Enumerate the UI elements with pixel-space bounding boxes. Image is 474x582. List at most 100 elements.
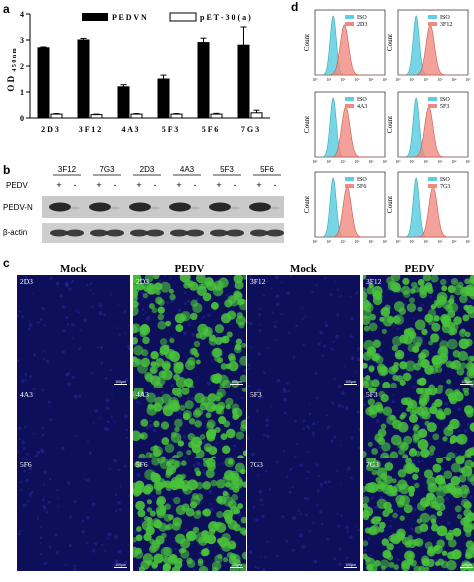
wb-lane-sign: - [274, 180, 277, 190]
legend-label-iso: ISO [357, 97, 367, 103]
wb-lane-sign: - [194, 180, 197, 190]
if-header-pedv-1: PEDV [174, 263, 205, 275]
if-header-pedv-2: PEDV [404, 263, 435, 275]
histogram-x-tick: 10⁴ [369, 78, 375, 82]
wb-lane-sign: + [216, 180, 221, 190]
wb-band-pedvn [249, 202, 271, 212]
bar-pedvn [237, 44, 250, 119]
legend-label-sample: 5F3 [440, 104, 449, 110]
histogram-sample [315, 186, 385, 238]
wb-clone-label: 3F12 [58, 165, 77, 174]
histogram-x-tick: 10⁵ [466, 240, 472, 244]
bar-pet30a [90, 114, 103, 119]
if-panel-label: 5F6 [136, 460, 148, 469]
histogram-x-tick: 10⁴ [369, 160, 375, 164]
histogram-x-tick: 10¹ [327, 78, 332, 82]
wb-band-actin [210, 229, 228, 237]
legend-label-sample: 5F6 [357, 184, 366, 190]
legend-swatch-iso [345, 177, 354, 181]
wb-band-pedvn [89, 202, 111, 212]
if-panel-label: 3F12 [250, 277, 266, 286]
if-panel-label: 7G3 [366, 460, 379, 469]
wb-band-pedvn [129, 202, 151, 212]
wb-band-faint [110, 206, 120, 210]
wb-lane-sign: + [96, 180, 101, 190]
x-tick-label: 3 F 1 2 [79, 125, 102, 134]
histogram-x-tick: 10³ [355, 160, 361, 164]
histogram-x-tick: 10² [424, 160, 429, 164]
histogram-x-tick: 10⁴ [452, 240, 458, 244]
x-tick-label: 7 G 3 [241, 125, 259, 134]
histogram-y-label: Count [303, 34, 311, 51]
if-panel-4A3-pedv: 4A3 100μm [133, 388, 246, 501]
histogram-x-tick: 10¹ [327, 160, 332, 164]
panel-label-d: d [291, 0, 299, 14]
if-scale-bar: 100μm [344, 380, 357, 385]
y-axis-label: O D 4 5 0 n m [6, 48, 18, 91]
wb-band-faint [270, 206, 280, 210]
histogram-x-tick: 10² [424, 78, 429, 82]
bar-pet30a [210, 113, 223, 119]
wb-lane-sign: + [56, 180, 61, 190]
bar-pet30a [50, 113, 63, 119]
if-scale-bar: 100μm [460, 563, 473, 568]
wb-row-label-actin: β-actin [3, 228, 27, 237]
if-header-mock-1: Mock [60, 263, 87, 275]
histogram-y-label: Count [303, 196, 311, 213]
legend-swatch-iso [428, 177, 437, 181]
x-tick-label: 2 D 3 [41, 125, 59, 134]
if-panel-label: 5F3 [250, 390, 262, 399]
panel-label-c: c [3, 256, 10, 270]
y-tick-label: 3 [20, 36, 24, 45]
legend-label-sample: 2D3 [357, 22, 367, 28]
wb-band-pedvn [169, 202, 191, 212]
if-panel-3F12-mock: 3F12 100μm [247, 275, 360, 388]
if-header-mock-2: Mock [290, 263, 317, 275]
wb-lane-sign: - [154, 180, 157, 190]
wb-band-actin [50, 229, 68, 237]
histogram-x-tick: 10⁰ [312, 160, 318, 164]
wb-pedv-label: PEDV [6, 181, 28, 190]
legend-label-iso: ISO [440, 177, 450, 183]
histogram-sample [398, 24, 468, 76]
wb-band-faint [150, 206, 160, 210]
bar-chart-axes [29, 14, 270, 119]
legend-swatch-pet30a [169, 12, 197, 22]
if-panel-label: 4A3 [136, 390, 149, 399]
histogram-x-tick: 10¹ [410, 78, 415, 82]
bar-pedvn [157, 78, 170, 119]
legend-label-pedvn: P E D V N [112, 13, 147, 22]
wb-clone-label: 2D3 [140, 165, 155, 174]
bar-pedvn [37, 47, 50, 119]
wb-band-actin [130, 229, 148, 237]
bar-pedvn [77, 39, 90, 119]
y-tick-label: 4 [20, 10, 24, 19]
histogram-y-label: Count [386, 196, 394, 213]
if-panel-7G3-mock: 7G3 100μm [247, 458, 360, 571]
wb-band-actin [170, 229, 188, 237]
wb-clone-label: 5F6 [260, 165, 274, 174]
if-scale-bar: 100μm [114, 380, 127, 385]
legend-swatch-iso [428, 97, 437, 101]
wb-band-faint [230, 206, 240, 210]
y-tick-label: 2 [20, 62, 24, 71]
if-panel-label: 2D3 [136, 277, 149, 286]
if-scale-bar: 100μm [460, 380, 473, 385]
histogram-x-tick: 10⁵ [383, 160, 389, 164]
if-panel-4A3-mock: 4A3 100μm [17, 388, 130, 501]
wb-lane-sign: - [234, 180, 237, 190]
wb-lane-sign: + [176, 180, 181, 190]
wb-lane-sign: - [74, 180, 77, 190]
if-scale-bar: 100μm [230, 563, 243, 568]
if-panel-label: 3F12 [366, 277, 382, 286]
histogram-x-tick: 10⁴ [452, 78, 458, 82]
legend-swatch-iso [428, 15, 437, 19]
if-scale-bar: 100μm [460, 493, 473, 498]
if-panel-5F6-mock: 5F6 100μm [17, 458, 130, 571]
legend-label-iso: ISO [357, 15, 367, 21]
legend-swatch-sample [345, 104, 354, 108]
histogram-x-tick: 10² [341, 240, 346, 244]
histogram-x-tick: 10³ [438, 240, 444, 244]
wb-band-pedvn [49, 202, 71, 212]
